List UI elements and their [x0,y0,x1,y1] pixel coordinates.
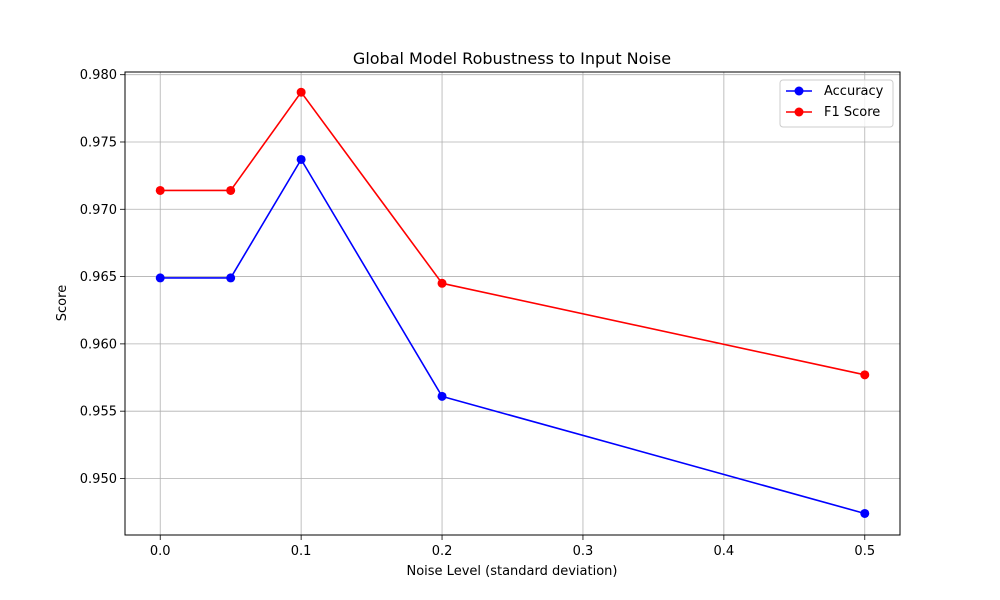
data-point-f1-score [860,370,870,380]
data-point-accuracy [226,273,236,283]
legend-marker-f1-score [794,107,804,117]
x-tick-label: 0.5 [854,544,875,559]
grid-lines [125,72,900,535]
legend-entry-accuracy: Accuracy [786,84,884,99]
data-point-f1-score [296,87,306,97]
x-tick-label: 0.3 [573,544,594,559]
y-tick-label: 0.955 [80,405,117,420]
legend-label-f1-score: F1 Score [824,105,880,120]
series-line-accuracy [160,158,865,515]
x-axis-label: Noise Level (standard deviation) [406,564,617,579]
legend-entry-f1-score: F1 Score [786,105,880,120]
y-tick-label: 0.975 [80,135,117,150]
series-layer [155,87,870,518]
x-tick-label: 0.4 [714,544,735,559]
data-point-f1-score [437,278,447,288]
data-point-f1-score [226,185,236,195]
y-tick-label: 0.970 [80,203,117,218]
y-axis-label: Score [55,285,70,321]
x-tick-label: 0.2 [432,544,453,559]
axis-ticks: 0.0 0.1 0.2 0.3 0.4 0.5 0.950 0.955 0.960 0.965 0.… [80,68,875,559]
data-point-accuracy [296,154,306,164]
y-tick-label: 0.965 [80,270,117,285]
series-line-f1-score [160,91,865,376]
data-point-accuracy [437,391,447,401]
legend-marker-accuracy [794,86,804,96]
data-point-f1-score [155,185,165,195]
x-tick-label: 0.0 [150,544,171,559]
x-tick-label: 0.1 [291,544,312,559]
data-point-accuracy [155,273,165,283]
legend: Accuracy F1 Score [779,79,894,128]
chart-title: Global Model Robustness to Input Noise [353,49,671,68]
y-tick-label: 0.980 [80,68,117,83]
data-point-accuracy [860,508,870,518]
plot-frame [124,71,901,536]
legend-label-accuracy: Accuracy [824,84,884,99]
y-tick-label: 0.950 [80,472,117,487]
y-tick-label: 0.960 [80,337,117,352]
